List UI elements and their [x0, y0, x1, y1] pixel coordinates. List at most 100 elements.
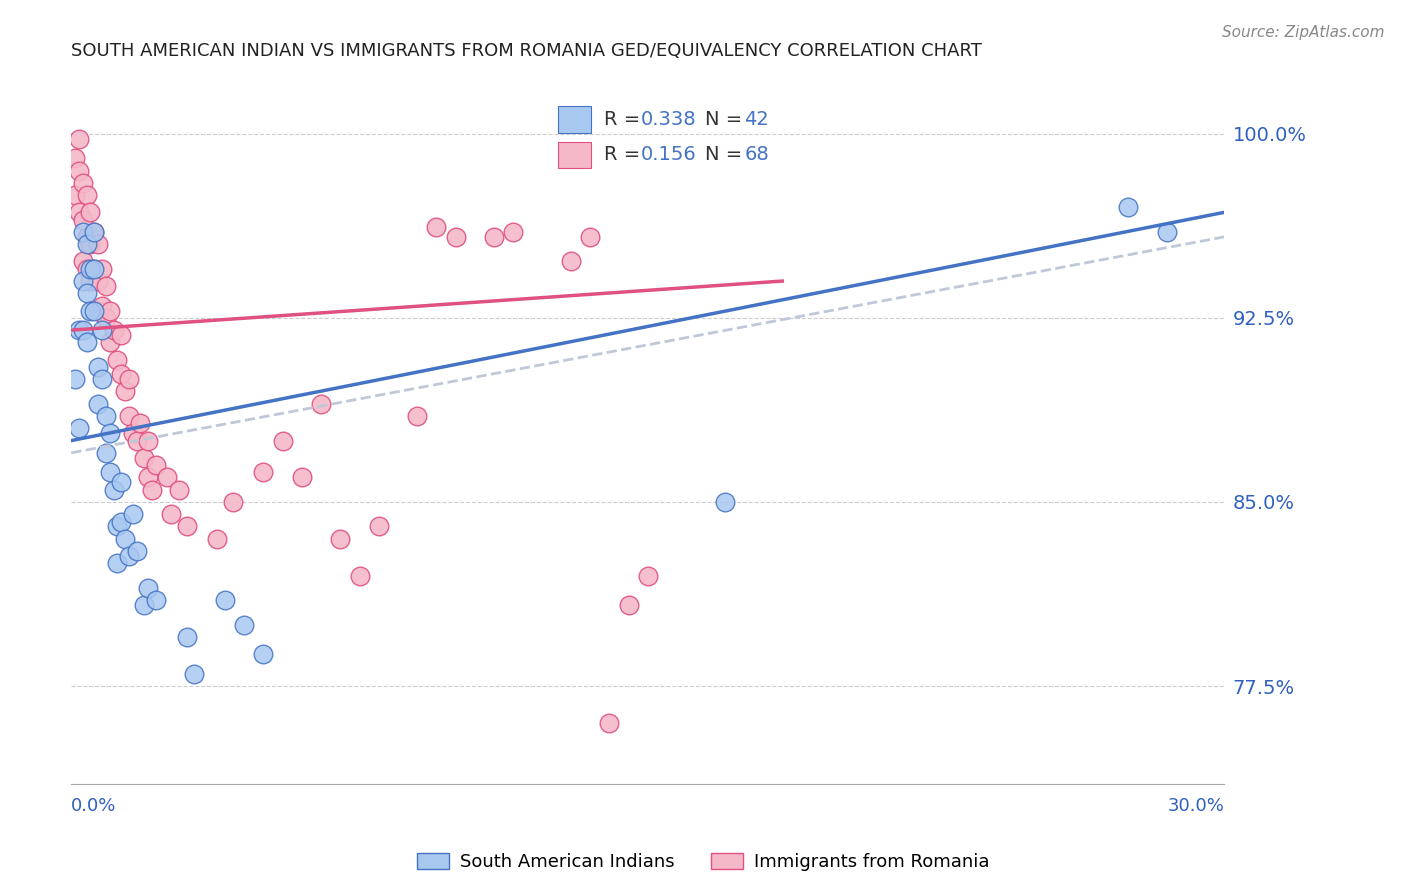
Point	[83, 225, 105, 239]
Point	[502, 225, 524, 239]
Point	[87, 397, 110, 411]
Text: 30.0%: 30.0%	[1167, 797, 1225, 815]
Point	[87, 303, 110, 318]
Point	[207, 532, 229, 546]
Point	[579, 230, 602, 244]
Point	[183, 666, 205, 681]
Point	[63, 188, 86, 202]
Point	[136, 470, 159, 484]
Point	[72, 274, 94, 288]
Point	[156, 470, 179, 484]
Point	[214, 593, 236, 607]
Point	[118, 372, 141, 386]
Point	[63, 372, 86, 386]
Point	[76, 230, 98, 244]
Point	[67, 323, 90, 337]
Point	[103, 323, 125, 337]
Point	[118, 549, 141, 563]
Point	[1156, 225, 1178, 239]
Point	[105, 557, 128, 571]
Point	[79, 261, 101, 276]
Point	[72, 323, 94, 337]
Legend: South American Indians, Immigrants from Romania: South American Indians, Immigrants from …	[409, 846, 997, 879]
Point	[98, 303, 121, 318]
Point	[598, 715, 620, 730]
Text: SOUTH AMERICAN INDIAN VS IMMIGRANTS FROM ROMANIA GED/EQUIVALENCY CORRELATION CHA: SOUTH AMERICAN INDIAN VS IMMIGRANTS FROM…	[72, 42, 983, 60]
Point	[76, 188, 98, 202]
Point	[94, 446, 117, 460]
Point	[94, 279, 117, 293]
Point	[72, 225, 94, 239]
Point	[98, 426, 121, 441]
Point	[637, 568, 659, 582]
Point	[176, 519, 198, 533]
Point	[145, 593, 167, 607]
Point	[105, 352, 128, 367]
Point	[136, 581, 159, 595]
Point	[125, 544, 148, 558]
Point	[121, 426, 143, 441]
Point	[76, 335, 98, 350]
Point	[72, 254, 94, 268]
Point	[291, 470, 314, 484]
Point	[221, 495, 243, 509]
Point	[79, 237, 101, 252]
Point	[91, 372, 114, 386]
Point	[482, 230, 505, 244]
Point	[110, 328, 132, 343]
Point	[63, 151, 86, 165]
Point	[110, 368, 132, 382]
Point	[176, 630, 198, 644]
Point	[118, 409, 141, 423]
Point	[252, 466, 274, 480]
Point	[134, 450, 156, 465]
Point	[233, 617, 256, 632]
Point	[91, 261, 114, 276]
Point	[98, 466, 121, 480]
Point	[167, 483, 190, 497]
Point	[98, 335, 121, 350]
Point	[406, 409, 429, 423]
Point	[367, 519, 389, 533]
Point	[83, 261, 105, 276]
Text: 0.0%: 0.0%	[72, 797, 117, 815]
Point	[444, 230, 467, 244]
Point	[349, 568, 371, 582]
Point	[141, 483, 163, 497]
Point	[114, 384, 136, 399]
Point	[79, 205, 101, 219]
Point	[110, 515, 132, 529]
Point	[83, 303, 105, 318]
Point	[329, 532, 352, 546]
Point	[94, 310, 117, 325]
Point	[1116, 201, 1139, 215]
Point	[560, 254, 582, 268]
Point	[67, 421, 90, 435]
Point	[76, 237, 98, 252]
Point	[83, 225, 105, 239]
Point	[67, 163, 90, 178]
Point	[91, 323, 114, 337]
Point	[76, 261, 98, 276]
Point	[87, 359, 110, 374]
Point	[713, 495, 735, 509]
Point	[67, 131, 90, 145]
Point	[125, 434, 148, 448]
Point	[252, 647, 274, 661]
Point	[72, 176, 94, 190]
Point	[91, 299, 114, 313]
Point	[87, 237, 110, 252]
Point	[134, 598, 156, 612]
Point	[160, 507, 183, 521]
Point	[309, 397, 332, 411]
Point	[72, 212, 94, 227]
Point	[271, 434, 294, 448]
Text: Source: ZipAtlas.com: Source: ZipAtlas.com	[1222, 25, 1385, 40]
Point	[121, 507, 143, 521]
Point	[83, 261, 105, 276]
Point	[114, 532, 136, 546]
Point	[136, 434, 159, 448]
Point	[617, 598, 640, 612]
Point	[94, 409, 117, 423]
Point	[129, 417, 152, 431]
